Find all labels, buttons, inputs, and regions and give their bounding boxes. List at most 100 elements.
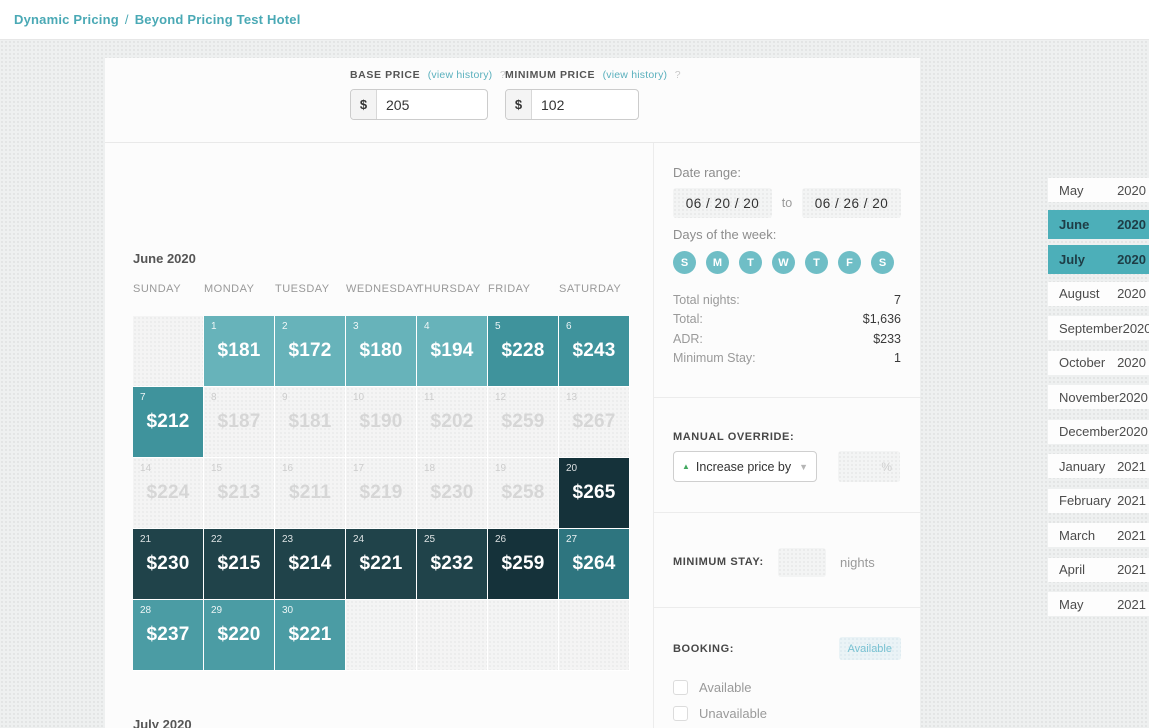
weekday-toggle-4-t[interactable]: T — [805, 251, 828, 274]
weekday-header-tuesday: TUESDAY — [275, 283, 330, 295]
day-number: 7 — [140, 392, 146, 403]
breadcrumb-hotel-name[interactable]: Beyond Pricing Test Hotel — [134, 12, 301, 27]
weekday-toggle-5-f[interactable]: F — [838, 251, 861, 274]
calendar-day-june-5[interactable]: 5 $228 — [488, 316, 559, 387]
month-name: June — [1059, 217, 1090, 232]
day-price: $259 — [501, 411, 545, 432]
calendar-day-june-4[interactable]: 4 $194 — [417, 316, 488, 387]
calendar-day-june-20[interactable]: 20 $265 — [559, 458, 630, 529]
sidebar-month-august-2020[interactable]: August 2020 — [1048, 281, 1149, 306]
booking-option-available[interactable]: Available — [673, 680, 752, 695]
minimum-price-history-link[interactable]: (view history) — [602, 69, 668, 81]
day-price: $187 — [217, 411, 261, 432]
weekday-header-monday: MONDAY — [204, 283, 255, 295]
sidebar-month-december-2020[interactable]: December 2020 — [1048, 419, 1149, 444]
weekday-toggle-2-t[interactable]: T — [739, 251, 762, 274]
minimum-stay-input[interactable] — [778, 547, 826, 577]
calendar-day-june-9[interactable]: 9 $181 — [275, 387, 346, 458]
summary-row: Total nights: 7 — [673, 290, 901, 310]
day-number: 6 — [566, 321, 572, 332]
sidebar-month-april-2021[interactable]: April 2021 — [1048, 557, 1149, 582]
calendar-day-june-1[interactable]: 1 $181 — [204, 316, 275, 387]
calendar-day-june-8[interactable]: 8 $187 — [204, 387, 275, 458]
base-price-history-link[interactable]: (view history) — [427, 69, 493, 81]
calendar-day-june-10[interactable]: 10 $190 — [346, 387, 417, 458]
minimum-price-label: MINIMUM PRICE — [505, 69, 596, 81]
day-number: 12 — [495, 392, 507, 403]
sidebar-month-july-2020[interactable]: July 2020 — [1048, 244, 1149, 274]
breadcrumb-dynamic-pricing[interactable]: Dynamic Pricing — [14, 12, 119, 27]
checkbox-available[interactable] — [673, 680, 688, 695]
base-price-value[interactable]: 205 — [386, 96, 410, 113]
sidebar-month-june-2020[interactable]: June 2020 — [1048, 210, 1149, 239]
calendar-day-june-17[interactable]: 17 $219 — [346, 458, 417, 529]
month-name: October — [1059, 355, 1106, 370]
calendar-day-june-29[interactable]: 29 $220 — [204, 600, 275, 671]
calendar-day-june-14[interactable]: 14 $224 — [133, 458, 204, 529]
summary-row: Minimum Stay: 1 — [673, 349, 901, 369]
calendar-day-june-25[interactable]: 25 $232 — [417, 529, 488, 600]
day-number: 23 — [282, 534, 294, 545]
breadcrumb-separator: / — [124, 12, 129, 27]
minimum-price-help-icon[interactable]: ? — [674, 69, 682, 81]
sidebar-month-september-2020[interactable]: September 2020 — [1048, 316, 1149, 340]
base-price-help-icon[interactable]: ? — [499, 69, 507, 81]
calendar-day-june-30[interactable]: 30 $221 — [275, 600, 346, 671]
calendar-day-june-7[interactable]: 7 $212 — [133, 387, 204, 458]
sidebar-month-february-2021[interactable]: February 2021 — [1048, 488, 1149, 513]
calendar-day-june-18[interactable]: 18 $230 — [417, 458, 488, 529]
calendar-day-june-24[interactable]: 24 $221 — [346, 529, 417, 600]
sidebar-month-may-2020[interactable]: May 2020 — [1048, 178, 1149, 202]
calendar-day-june-2[interactable]: 2 $172 — [275, 316, 346, 387]
section-divider — [654, 397, 921, 398]
booking-option-unavailable[interactable]: Unavailable — [673, 706, 767, 721]
minimum-stay-unit: nights — [840, 554, 875, 570]
weekday-header-saturday: SATURDAY — [559, 283, 622, 295]
checkbox-unavailable[interactable] — [673, 706, 688, 721]
month-name: September — [1059, 320, 1123, 336]
sidebar-month-may-2021[interactable]: May 2021 — [1048, 592, 1149, 616]
calendar-day-june-23[interactable]: 23 $214 — [275, 529, 346, 600]
day-price: $212 — [146, 411, 190, 432]
calendar-day-june-27[interactable]: 27 $264 — [559, 529, 630, 600]
calendar-day-june-3[interactable]: 3 $180 — [346, 316, 417, 387]
calendar-day-june-26[interactable]: 26 $259 — [488, 529, 559, 600]
sidebar-month-march-2021[interactable]: March 2021 — [1048, 523, 1149, 547]
override-direction-dropdown[interactable]: ▲ Increase price by ▼ — [673, 451, 817, 482]
day-price: $221 — [288, 624, 332, 645]
base-price-input[interactable]: $ 205 — [350, 89, 488, 120]
minimum-price-group: MINIMUM PRICE (view history) ? $ 102 — [505, 69, 681, 120]
calendar-day-june-15[interactable]: 15 $213 — [204, 458, 275, 529]
sidebar-month-october-2020[interactable]: October 2020 — [1048, 350, 1149, 375]
month-year: 2021 — [1117, 493, 1146, 508]
sidebar-month-january-2021[interactable]: January 2021 — [1048, 454, 1149, 478]
calendar-day-june-19[interactable]: 19 $258 — [488, 458, 559, 529]
date-range-start-input[interactable]: 06 / 20 / 20 — [673, 188, 772, 218]
weekday-toggle-0-s[interactable]: S — [673, 251, 696, 274]
override-percent-input[interactable]: % — [838, 451, 900, 482]
calendar-day-june-16[interactable]: 16 $211 — [275, 458, 346, 529]
calendar-day-june-28[interactable]: 28 $237 — [133, 600, 204, 671]
day-price: $194 — [430, 340, 474, 361]
minimum-price-input[interactable]: $ 102 — [505, 89, 639, 120]
weekday-toggle-6-s[interactable]: S — [871, 251, 894, 274]
date-range-end-input[interactable]: 06 / 26 / 20 — [802, 188, 901, 218]
calendar-day-june-12[interactable]: 12 $259 — [488, 387, 559, 458]
month-name: December — [1059, 424, 1119, 439]
calendar-day-june-22[interactable]: 22 $215 — [204, 529, 275, 600]
day-number: 30 — [282, 605, 294, 616]
calendar-day-june-21[interactable]: 21 $230 — [133, 529, 204, 600]
calendar-day-june-11[interactable]: 11 $202 — [417, 387, 488, 458]
day-number: 25 — [424, 534, 436, 545]
calendar-day-june-13[interactable]: 13 $267 — [559, 387, 630, 458]
weekday-toggle-1-m[interactable]: M — [706, 251, 729, 274]
day-price: $180 — [359, 340, 403, 361]
weekday-toggle-3-w[interactable]: W — [772, 251, 795, 274]
calendar-day-june-6[interactable]: 6 $243 — [559, 316, 630, 387]
day-price: $211 — [288, 482, 332, 503]
day-number: 19 — [495, 463, 507, 474]
day-price: $219 — [359, 482, 403, 503]
sidebar-month-november-2020[interactable]: November 2020 — [1048, 385, 1149, 409]
minimum-price-value[interactable]: 102 — [541, 96, 565, 113]
day-price: $215 — [217, 553, 261, 574]
